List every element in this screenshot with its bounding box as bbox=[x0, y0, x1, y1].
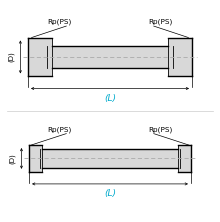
Text: (D): (D) bbox=[8, 52, 15, 62]
Bar bbox=[40, 46, 180, 68]
Bar bbox=[36, 149, 184, 168]
Text: Rp(PS): Rp(PS) bbox=[148, 19, 172, 25]
Text: (L): (L) bbox=[104, 189, 116, 198]
Text: Rp(PS): Rp(PS) bbox=[148, 127, 172, 133]
Bar bbox=[28, 38, 52, 76]
Bar bbox=[29, 145, 42, 172]
Text: (L): (L) bbox=[104, 94, 116, 103]
Bar bbox=[178, 145, 191, 172]
Text: Rp(PS): Rp(PS) bbox=[48, 19, 72, 25]
Text: (D): (D) bbox=[9, 153, 16, 164]
Text: Rp(PS): Rp(PS) bbox=[48, 127, 72, 133]
Bar bbox=[168, 38, 192, 76]
